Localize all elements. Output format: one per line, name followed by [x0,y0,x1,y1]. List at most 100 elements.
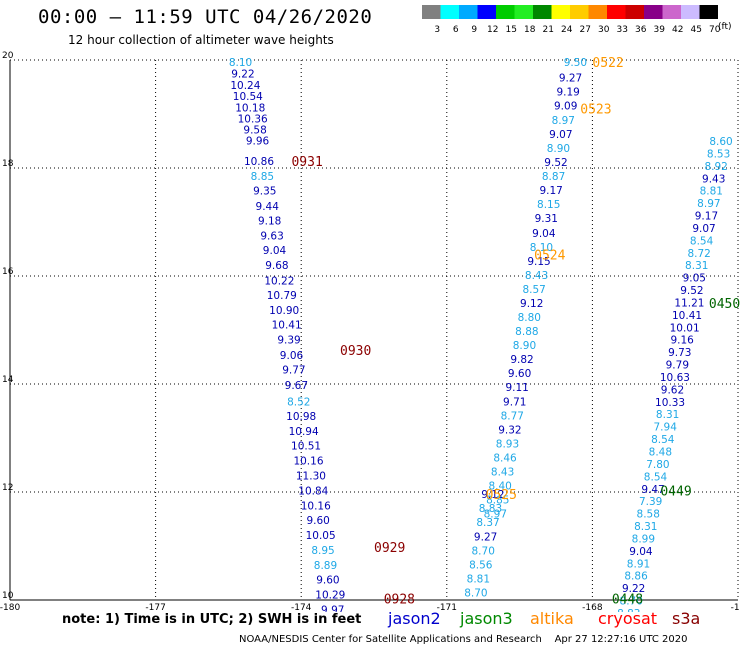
swh-value: 9.17 [539,185,562,197]
time-label: 0929 [374,541,405,556]
swh-value: 8.37 [476,517,499,529]
swh-value: 8.83 [479,503,502,515]
swh-value: 10.01 [670,322,700,334]
swh-value: 9.15 [527,256,550,268]
swh-value: 8.43 [491,466,514,478]
swh-value: 8.54 [690,235,714,247]
swh-value: 8.97 [697,198,720,210]
swh-value: 10.86 [244,156,274,168]
swh-value: 8.81 [700,186,723,198]
swh-value: 9.63 [260,231,283,243]
swh-value: 9.04 [263,245,287,257]
page-title: 00:00 – 11:59 UTC 04/26/2020 [38,6,373,28]
legend-swatch [533,5,552,19]
swh-value: 10.94 [289,426,319,438]
swh-value: 8.97 [552,115,575,127]
legend-swatch [588,5,607,19]
legend-swatch [440,5,459,19]
swh-value: 7.39 [639,496,662,508]
legend-swatch [644,5,663,19]
swh-value: 9.97 [321,605,344,612]
swh-value: 10.79 [267,290,297,302]
swh-value: 8.90 [547,143,570,155]
swh-value: 9.11 [505,382,528,394]
swh-value: 8.31 [685,260,708,272]
swh-value: 9.39 [277,335,300,347]
swh-value: 8.70 [472,545,495,557]
swh-value: 8.58 [637,509,660,521]
swh-value: 9.60 [306,515,329,527]
time-label: 0928 [384,592,415,607]
x-tick-label: -168 [582,603,603,612]
swh-value: 10.36 [238,113,268,125]
x-tick-label: -180 [0,603,20,612]
swh-value: 8.97 [484,509,507,521]
swh-value: 10.33 [655,397,685,409]
swh-value: 9.43 [702,173,725,185]
swh-value: 8.83 [617,608,640,612]
x-tick-label: -174 [291,603,312,612]
swh-value: 8.95 [311,545,334,557]
legend-label: 12 [487,25,498,34]
x-tick-label: -177 [145,603,165,612]
swh-value: 10.16 [293,456,323,468]
swh-value: 9.73 [668,347,691,359]
swh-value: 8.60 [709,136,732,148]
legend-label: 33 [617,25,628,34]
time-label: 0930 [340,344,371,359]
color-legend: 3 6 9 12 15 18 21 24 27 30 33 36 39 42 45 70 [422,5,721,34]
wave-height-map: -180-177-174-171-168-161012141618208.109… [0,51,740,612]
swh-value: 9.50 [564,57,587,69]
swh-value: 9.47 [641,484,664,496]
legend-swatch [570,5,589,19]
swh-value: 8.15 [537,199,560,211]
legend-swatch [477,5,496,19]
swh-value: 9.71 [503,396,526,408]
swh-value: 9.62 [661,384,684,396]
swh-value: 8.48 [649,447,672,459]
legend-swatch [496,5,515,19]
swh-value: 9.82 [510,354,533,366]
satellite-s3a: s3a [672,609,701,628]
swh-value: 8.85 [251,171,274,183]
swh-value: 10.18 [235,103,265,115]
legend-swatch [422,5,441,19]
swh-value: 9.68 [265,260,288,272]
swh-value: 9.06 [280,350,304,362]
legend-label: 15 [506,25,517,34]
legend-label: 9 [471,25,477,34]
satellite-jason3: jason3 [460,609,513,628]
swh-value: 8.40 [488,481,511,493]
legend-label: 42 [672,25,683,34]
x-tick-label: -171 [437,603,457,612]
x-tick-label: -16 [731,603,740,612]
legend-label: 70 [709,25,721,34]
swh-value: 8.56 [469,559,493,571]
swh-value: 9.04 [629,546,653,558]
y-tick-label: 18 [2,159,14,169]
swh-value: 8.92 [704,161,727,173]
y-tick-label: 12 [2,483,13,493]
swh-value: 9.12 [481,489,504,501]
swh-value: 9.27 [559,72,582,84]
y-tick-label: 14 [2,375,14,385]
swh-value: 8.86 [624,571,648,583]
swh-value: 8.43 [525,270,548,282]
swh-value: 8.70 [620,596,643,608]
time-label: 0524 [534,248,565,263]
swh-value: 10.41 [272,320,302,332]
swh-value: 10.29 [315,590,345,602]
swh-value: 10.90 [269,305,299,317]
footer-note: note: 1) Time is in UTC; 2) SWH is in fe… [62,612,362,627]
legend-swatch [514,5,533,19]
legend-label: 36 [635,25,647,34]
satellite-altika: altika [530,609,574,628]
swh-value: 9.58 [243,125,266,137]
swh-value: 9.77 [282,364,305,376]
swh-value: 10.22 [264,275,294,287]
swh-value: 9.35 [253,186,276,198]
swh-value: 11.30 [296,470,326,482]
swh-value: 9.12 [520,298,543,310]
swh-value: 10.51 [291,441,321,453]
swh-value: 8.31 [656,409,679,421]
